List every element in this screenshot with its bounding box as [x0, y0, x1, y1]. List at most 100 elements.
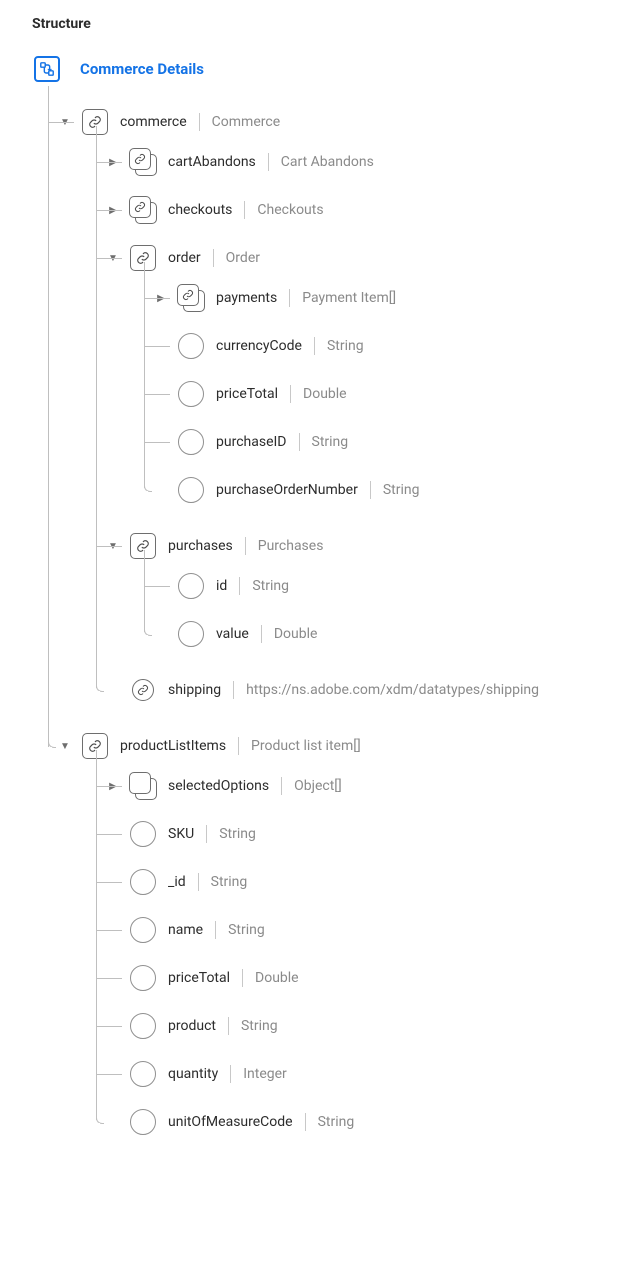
- scalar-icon: [128, 1011, 158, 1041]
- tree-node-sku[interactable]: SKU String: [128, 810, 615, 858]
- tree-node-pricetotal2[interactable]: priceTotal Double: [128, 954, 615, 1002]
- tree-node-checkouts[interactable]: ▶ checkouts Checkouts: [128, 186, 615, 234]
- field-type: https://ns.adobe.com/xdm/datatypes/shipp…: [234, 682, 539, 698]
- scalar-icon: [176, 331, 206, 361]
- tree-node-shipping[interactable]: shipping https://ns.adobe.com/xdm/dataty…: [128, 666, 615, 714]
- tree-node-name[interactable]: name String: [128, 906, 615, 954]
- scalar-icon: [128, 963, 158, 993]
- chevron-right-icon[interactable]: ▶: [156, 293, 166, 303]
- scalar-icon: [176, 379, 206, 409]
- field-name: _id: [168, 874, 198, 890]
- field-type: Purchases: [246, 538, 324, 554]
- link-icon: [128, 531, 158, 561]
- tree-node-product[interactable]: product String: [128, 1002, 615, 1050]
- chevron-down-icon[interactable]: ▼: [60, 741, 70, 751]
- field-type: Checkouts: [245, 202, 323, 218]
- scalar-icon: [176, 619, 206, 649]
- section-title: Structure: [32, 16, 615, 32]
- field-name: unitOfMeasureCode: [168, 1114, 305, 1130]
- stack-plain-icon: [128, 771, 158, 801]
- field-name: quantity: [168, 1066, 230, 1082]
- field-name: purchaseOrderNumber: [216, 482, 370, 498]
- scalar-icon: [176, 571, 206, 601]
- chevron-right-icon[interactable]: ▶: [108, 781, 118, 791]
- field-name: cartAbandons: [168, 154, 268, 170]
- tree-node-selectedoptions[interactable]: ▶ selectedOptions Object[]: [128, 762, 615, 810]
- link-icon: [128, 243, 158, 273]
- field-name: commerce: [120, 114, 199, 130]
- tree-node-commerce[interactable]: ▼ commerce Commerce ▶: [80, 98, 615, 722]
- scalar-icon: [128, 819, 158, 849]
- tree-node-purchases[interactable]: ▼ purchases Purchases: [128, 522, 615, 666]
- field-type: Integer: [231, 1066, 287, 1082]
- scalar-icon: [128, 915, 158, 945]
- field-name: priceTotal: [216, 386, 290, 402]
- field-type: String: [229, 1018, 278, 1034]
- field-type: String: [199, 874, 248, 890]
- stack-link-icon: [176, 283, 206, 313]
- field-name: productListItems: [120, 738, 238, 754]
- scalar-icon: [128, 1107, 158, 1137]
- field-name: currencyCode: [216, 338, 314, 354]
- stack-link-icon: [128, 147, 158, 177]
- field-name: purchaseID: [216, 434, 299, 450]
- field-name: value: [216, 626, 261, 642]
- field-name: selectedOptions: [168, 778, 281, 794]
- tree-node-value[interactable]: value Double: [176, 610, 615, 658]
- field-name: checkouts: [168, 202, 244, 218]
- field-name: name: [168, 922, 215, 938]
- schema-tree: Commerce Details ▼ commerce Commerce: [32, 54, 615, 1154]
- tree-node-order[interactable]: ▼ order Order ▶: [128, 234, 615, 522]
- field-type: Double: [262, 626, 318, 642]
- field-name: priceTotal: [168, 970, 242, 986]
- tree-node-currencycode[interactable]: currencyCode String: [176, 322, 615, 370]
- field-name: shipping: [168, 682, 233, 698]
- field-name: product: [168, 1018, 228, 1034]
- field-name: order: [168, 250, 213, 266]
- field-type: String: [371, 482, 420, 498]
- field-name: purchases: [168, 538, 245, 554]
- tree-node-id[interactable]: id String: [176, 562, 615, 610]
- link-icon: [80, 107, 110, 137]
- stack-link-icon: [128, 195, 158, 225]
- link-circle-icon: [128, 675, 158, 705]
- field-type: Product list item[]: [239, 738, 361, 754]
- tree-node-purchaseid[interactable]: purchaseID String: [176, 418, 615, 466]
- field-type: String: [207, 826, 256, 842]
- tree-node-cartabandons[interactable]: ▶ cartAbandons Cart Abandons: [128, 138, 615, 186]
- scalar-icon: [176, 475, 206, 505]
- tree-node-productlistitems[interactable]: ▼ productListItems Product list item[] ▶: [80, 722, 615, 1154]
- root-label: Commerce Details: [80, 60, 204, 78]
- field-type: Object[]: [282, 778, 342, 794]
- field-type: Double: [291, 386, 347, 402]
- field-type: Payment Item[]: [290, 290, 396, 306]
- scalar-icon: [176, 427, 206, 457]
- tree-node-unitofmeasurecode[interactable]: unitOfMeasureCode String: [128, 1098, 615, 1146]
- chevron-right-icon[interactable]: ▶: [108, 205, 118, 215]
- chevron-down-icon[interactable]: ▼: [108, 541, 118, 551]
- chevron-down-icon[interactable]: ▼: [108, 253, 118, 263]
- field-name: SKU: [168, 826, 206, 842]
- field-type: Order: [214, 250, 260, 266]
- field-type: String: [300, 434, 349, 450]
- tree-node-pricetotal[interactable]: priceTotal Double: [176, 370, 615, 418]
- chevron-down-icon[interactable]: ▼: [60, 117, 70, 127]
- tree-node-purchaseordernumber[interactable]: purchaseOrderNumber String: [176, 466, 615, 514]
- field-type: String: [216, 922, 265, 938]
- field-name: payments: [216, 290, 289, 306]
- field-type: Double: [243, 970, 299, 986]
- scalar-icon: [128, 867, 158, 897]
- link-icon: [80, 731, 110, 761]
- scalar-icon: [128, 1059, 158, 1089]
- field-type: Commerce: [200, 114, 280, 130]
- schema-icon: [32, 54, 62, 84]
- field-type: String: [315, 338, 364, 354]
- tree-node-id2[interactable]: _id String: [128, 858, 615, 906]
- field-name: id: [216, 578, 239, 594]
- chevron-right-icon[interactable]: ▶: [108, 157, 118, 167]
- tree-node-payments[interactable]: ▶ payments Payment Item[]: [176, 274, 615, 322]
- field-type: String: [306, 1114, 355, 1130]
- tree-root-row[interactable]: Commerce Details: [32, 54, 615, 84]
- field-type: Cart Abandons: [269, 154, 374, 170]
- tree-node-quantity[interactable]: quantity Integer: [128, 1050, 615, 1098]
